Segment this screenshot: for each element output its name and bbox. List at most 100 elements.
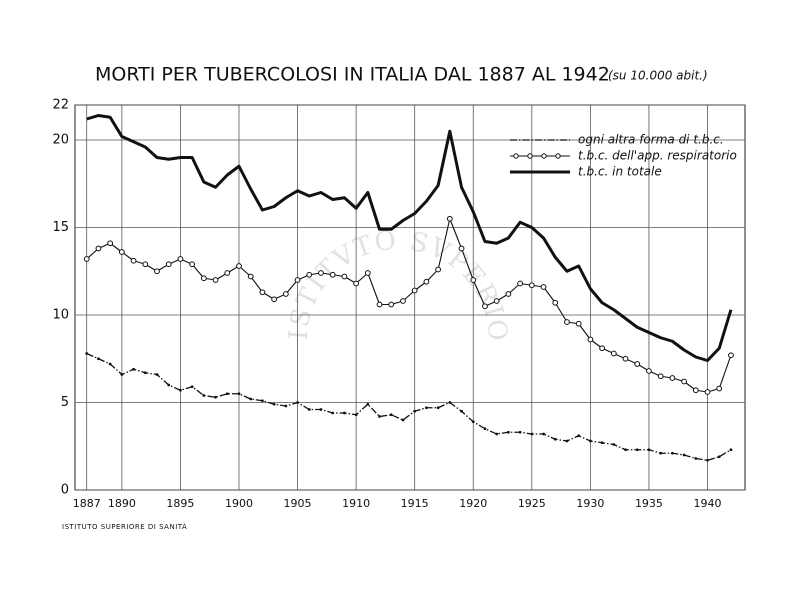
point-marker [237,392,241,396]
point-marker [587,336,594,343]
point-marker [200,275,207,282]
point-marker [120,373,124,376]
point-marker [599,345,605,352]
point-marker [284,404,288,408]
x-tick-label: 1887 [73,497,101,510]
point-marker [307,408,311,411]
point-marker [692,387,699,394]
x-tick-label: 1905 [284,497,312,510]
x-tick-label: 1890 [108,497,136,510]
point-marker [97,357,100,361]
x-tick-label: 1910 [342,497,370,510]
watermark-text: ISTITVTO SVPERIORE DI SANITÀ [0,0,510,345]
point-marker [470,277,477,283]
point-marker [460,409,463,413]
point-marker [132,367,135,371]
series-line [86,352,732,461]
x-tick-label: 1915 [401,497,429,510]
point-marker [400,298,406,304]
point-marker [389,413,393,417]
point-marker [448,401,452,404]
point-marker [493,298,500,304]
point-marker [577,434,581,438]
point-marker [225,392,229,396]
point-marker [435,266,442,273]
point-marker [118,249,125,255]
point-marker [564,319,570,325]
x-tick-label: 1920 [459,497,487,510]
point-marker [506,430,510,434]
y-tick-label: 10 [52,308,69,323]
point-marker [600,441,604,445]
point-marker [646,368,652,374]
point-marker [388,301,395,308]
point-marker [471,420,475,424]
point-marker [424,406,428,410]
plot-frame [74,104,746,491]
point-marker [575,320,582,327]
point-marker [212,277,219,283]
point-marker [179,388,182,392]
point-marker [458,245,465,252]
footer: ISTITUTO SUPERIORE DI SANITÀ [62,522,187,531]
point-marker [530,432,534,436]
point-marker [155,373,159,376]
point-marker [517,280,524,287]
point-marker [622,355,629,362]
point-marker [612,443,616,446]
point-marker [354,413,358,417]
point-marker [224,270,231,276]
point-marker [728,352,734,359]
point-marker [528,282,535,289]
point-marker [318,270,324,276]
chart-title: MORTI PER TUBERCOLOSI IN ITALIA DAL 1887… [95,64,610,86]
point-marker [177,256,184,262]
point-marker [329,271,336,278]
point-marker [704,389,711,395]
legend-marker [527,153,533,159]
point-marker [413,409,417,413]
point-marker [364,270,371,276]
y-tick-label: 5 [61,395,69,410]
point-marker [366,402,370,406]
x-tick-label: 1925 [518,497,546,510]
point-marker [353,280,360,287]
point-marker [542,432,545,436]
legend-label: ogni altra forma di t.b.c. [578,133,724,147]
point-marker [681,378,687,385]
point-marker [236,263,242,269]
point-marker [376,301,383,308]
legend-marker [513,153,519,159]
point-marker [294,277,301,283]
point-marker [657,373,664,380]
point-marker [83,256,90,262]
point-marker [85,352,89,355]
point-marker [729,448,733,452]
point-marker [635,448,639,452]
point-marker [634,361,641,367]
point-marker [716,385,723,392]
legend-label: t.b.c. dell'app. respiratorio [578,149,737,163]
point-marker [189,261,196,268]
point-marker [495,432,499,436]
point-marker [624,448,627,452]
point-marker [694,457,698,460]
y-tick-label: 15 [52,220,69,235]
watermark: ISTITVTO SVPERIORE DI SANITÀ [0,0,513,345]
legend-marker [555,153,561,159]
point-marker [588,439,592,443]
point-marker [331,411,335,415]
point-marker [565,439,569,443]
point-marker [259,289,266,296]
point-marker [296,401,299,404]
point-marker [682,453,686,457]
y-tick-label: 22 [52,98,69,113]
point-marker [540,284,547,290]
point-marker [647,448,651,452]
y-tick-label: 0 [61,483,69,498]
point-marker [306,271,313,278]
point-marker [706,458,709,462]
legend-label: t.b.c. in totale [578,165,662,179]
point-marker [446,215,453,222]
point-marker [95,245,102,252]
